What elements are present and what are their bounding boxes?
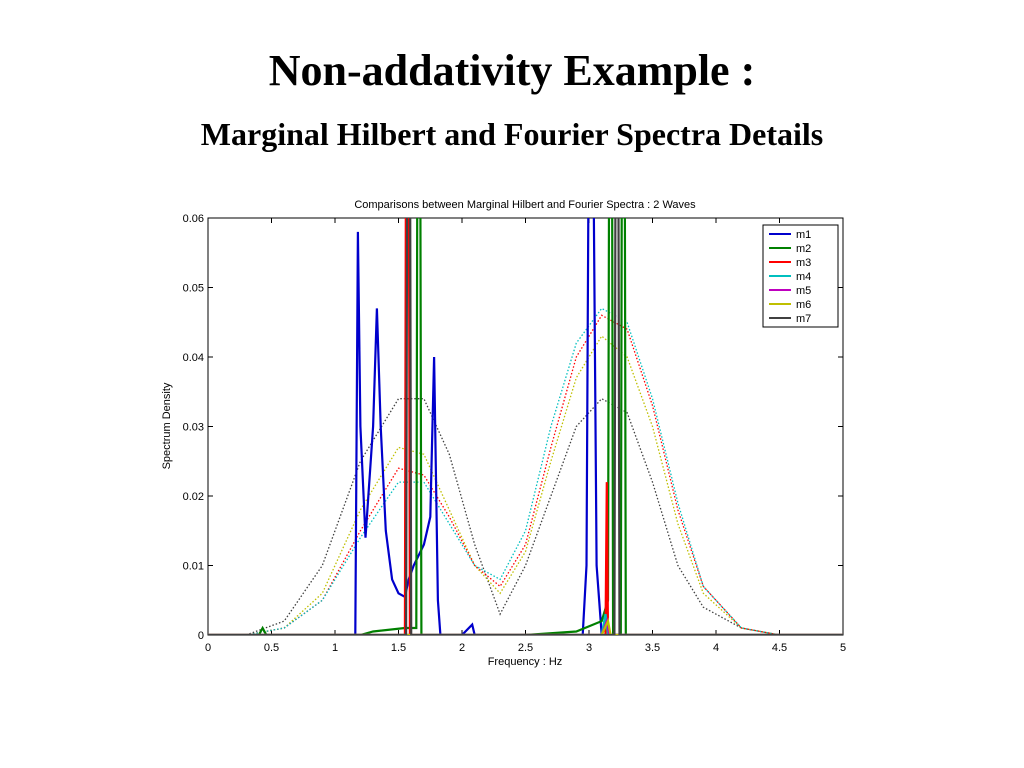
- legend-label: m1: [796, 229, 811, 241]
- legend-label: m6: [796, 299, 811, 311]
- x-tick-label: 3.5: [645, 642, 660, 654]
- x-tick-label: 1.5: [391, 642, 406, 654]
- fourier-curve: [245, 397, 780, 635]
- y-axis-label: Spectrum Density: [161, 382, 173, 469]
- x-tick-label: 4: [713, 642, 719, 654]
- x-tick-label: 3: [586, 642, 592, 654]
- plot-frame: [207, 217, 844, 636]
- x-tick-label: 0: [205, 642, 211, 654]
- x-tick-label: 2.5: [518, 642, 533, 654]
- y-tick-label: 0.03: [183, 422, 204, 434]
- slide-subtitle: Marginal Hilbert and Fourier Spectra Det…: [201, 116, 823, 152]
- plot-lines: [208, 218, 843, 635]
- chart-title: Comparisons between Marginal Hilbert and…: [354, 199, 696, 211]
- legend-label: m7: [796, 313, 811, 325]
- legend-label: m2: [796, 243, 811, 255]
- series-line: [208, 218, 843, 635]
- legend-label: m4: [796, 271, 811, 283]
- slide-title: Non-addativity Example :: [269, 46, 755, 95]
- y-tick-label: 0.02: [183, 491, 204, 503]
- x-tick-label: 1: [332, 642, 338, 654]
- series-line: [208, 218, 843, 635]
- legend-label: m3: [796, 257, 811, 269]
- series-line: [208, 218, 843, 635]
- series-line: [208, 617, 843, 635]
- x-tick-label: 4.5: [772, 642, 787, 654]
- series-line: [208, 613, 843, 635]
- series-line: [208, 218, 843, 635]
- legend-label: m5: [796, 285, 811, 297]
- y-tick-label: 0.05: [183, 283, 204, 295]
- y-tick-label: 0.01: [183, 561, 204, 573]
- x-tick-label: 0.5: [264, 642, 279, 654]
- fourier-curve: [245, 335, 780, 635]
- fourier-curve: [245, 314, 780, 635]
- y-tick-label: 0.06: [183, 213, 204, 225]
- y-tick-label: 0: [198, 630, 204, 642]
- x-tick-label: 2: [459, 642, 465, 654]
- y-tick-label: 0.04: [183, 352, 204, 364]
- x-axis-label: Frequency : Hz: [488, 656, 563, 668]
- x-tick-label: 5: [840, 642, 846, 654]
